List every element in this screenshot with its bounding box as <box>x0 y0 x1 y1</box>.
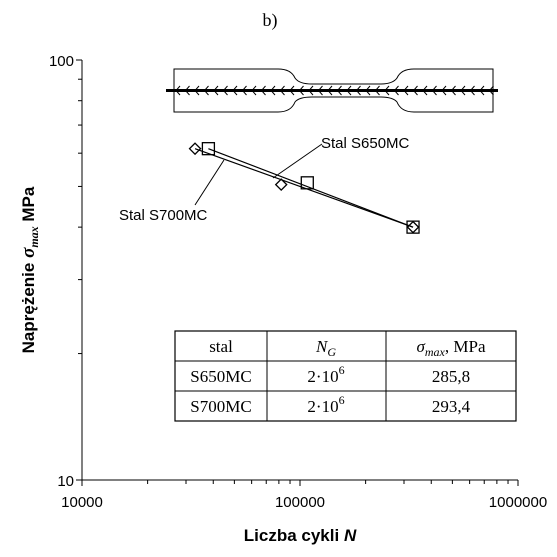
specimen-arrow-icon <box>308 85 314 96</box>
specimen-arrow-icon <box>317 85 323 96</box>
specimen-arrow-icon <box>450 85 456 96</box>
x-tick-label-100000: 100000 <box>275 494 325 511</box>
specimen-arrow-icon <box>184 85 190 96</box>
specimen-arrow-icon <box>336 85 342 96</box>
panel-label: b) <box>263 10 278 31</box>
y-ticks <box>76 59 82 481</box>
specimen-arrow-icon <box>298 85 304 96</box>
table-header-sigma-sym: σ <box>416 337 425 356</box>
table-border <box>174 330 517 422</box>
data-markers <box>188 142 420 234</box>
series-label-s700mc: Stal S700MC <box>119 207 208 224</box>
specimen-arrow-icon <box>241 85 247 96</box>
specimen-arrow-icon <box>460 85 466 96</box>
table-header-ng: NG <box>315 337 336 359</box>
y-axis-title-post: MPa <box>19 186 38 226</box>
table-cell-ng-base: 2·10 <box>307 397 338 416</box>
x-axis-title-var: N <box>344 526 357 545</box>
specimen-arrow-icon <box>431 85 437 96</box>
specimen-arrow-icon <box>488 85 494 96</box>
specimen-arrow-icon <box>260 85 266 96</box>
table-cell-sigma: 293,4 <box>432 397 471 416</box>
table-header-ng-sub: G <box>327 345 336 359</box>
specimen-arrow-icon <box>355 85 361 96</box>
data-point-square <box>300 176 314 190</box>
specimen-arrow-icon <box>469 85 475 96</box>
fit-lines <box>194 148 414 228</box>
specimen-arrow-icon <box>393 85 399 96</box>
x-tick-label-1000000: 1000000 <box>489 494 547 511</box>
y-axis-title-sym: σ <box>18 247 39 258</box>
specimen-arrow-icon <box>213 85 219 96</box>
table-header-sigma-post: , MPa <box>445 337 486 356</box>
series-label-s650mc: Stal S650MC <box>321 135 410 152</box>
table-header-steel: stal <box>209 337 233 356</box>
table-cell-ng: 2·106 <box>307 393 344 416</box>
y-axis-title: Naprężenie σmax MPa <box>18 186 41 353</box>
specimen-arrow-icon <box>441 85 447 96</box>
specimen-arrow-icon <box>222 85 228 96</box>
table-header-sigma-sub: max <box>425 345 446 359</box>
table-header-ng-sym: N <box>315 337 329 356</box>
specimen-arrow-icon <box>270 85 276 96</box>
table-cell-steel: S700MC <box>190 397 251 416</box>
annotation-leader-s700 <box>194 159 225 206</box>
x-tick-label-10000: 10000 <box>61 494 103 511</box>
table-cell-ng-exp: 6 <box>339 393 345 407</box>
data-point-square <box>406 220 420 234</box>
y-tick-label-100: 100 <box>49 53 74 70</box>
specimen-arrow-icon <box>412 85 418 96</box>
y-axis-title-pre: Naprężenie <box>19 258 38 353</box>
specimen-arrow-icon <box>422 85 428 96</box>
fit-line-s650mc <box>194 148 414 228</box>
specimen-arrow-icon <box>279 85 285 96</box>
table-cell-ng-exp: 6 <box>339 363 345 377</box>
table-cell-sigma: 285,8 <box>432 367 470 386</box>
specimen-arrow-icon <box>365 85 371 96</box>
table-cell-ng-base: 2·10 <box>307 367 338 386</box>
specimen-arrow-icon <box>251 85 257 96</box>
fit-line-s700mc <box>208 148 414 228</box>
specimen-arrow-icon <box>327 85 333 96</box>
table-header-sigma: σmax, MPa <box>416 337 485 359</box>
data-table: stal NG σmax, MPa S650MC 2·106 285,8 S70… <box>174 330 517 422</box>
specimen-arrow-icon <box>175 85 181 96</box>
x-axis-title-text: Liczba cykli <box>244 526 344 545</box>
specimen-arrow-icon <box>203 85 209 96</box>
y-axis-title-sub: max <box>27 226 41 247</box>
x-axis-title: Liczba cykli N <box>244 526 357 545</box>
specimen-arrow-icon <box>374 85 380 96</box>
specimen-arrow-icon <box>289 85 295 96</box>
specimen-arrow-icon <box>194 85 200 96</box>
specimen-arrow-icon <box>479 85 485 96</box>
specimen-drawing <box>166 68 498 113</box>
data-point-diamond <box>274 178 288 192</box>
table-cell-steel: S650MC <box>190 367 251 386</box>
data-point-square <box>201 142 216 156</box>
specimen-arrow-icon <box>403 85 409 96</box>
table-cell-ng: 2·106 <box>307 363 344 386</box>
specimen-arrow-icon <box>346 85 352 96</box>
annotation-leader-s650 <box>272 143 323 179</box>
data-point-diamond <box>188 142 202 156</box>
specimen-arrow-icon <box>232 85 238 96</box>
specimen-arrow-icon <box>384 85 390 96</box>
x-ticks <box>81 480 519 486</box>
y-tick-label-10: 10 <box>57 473 74 490</box>
